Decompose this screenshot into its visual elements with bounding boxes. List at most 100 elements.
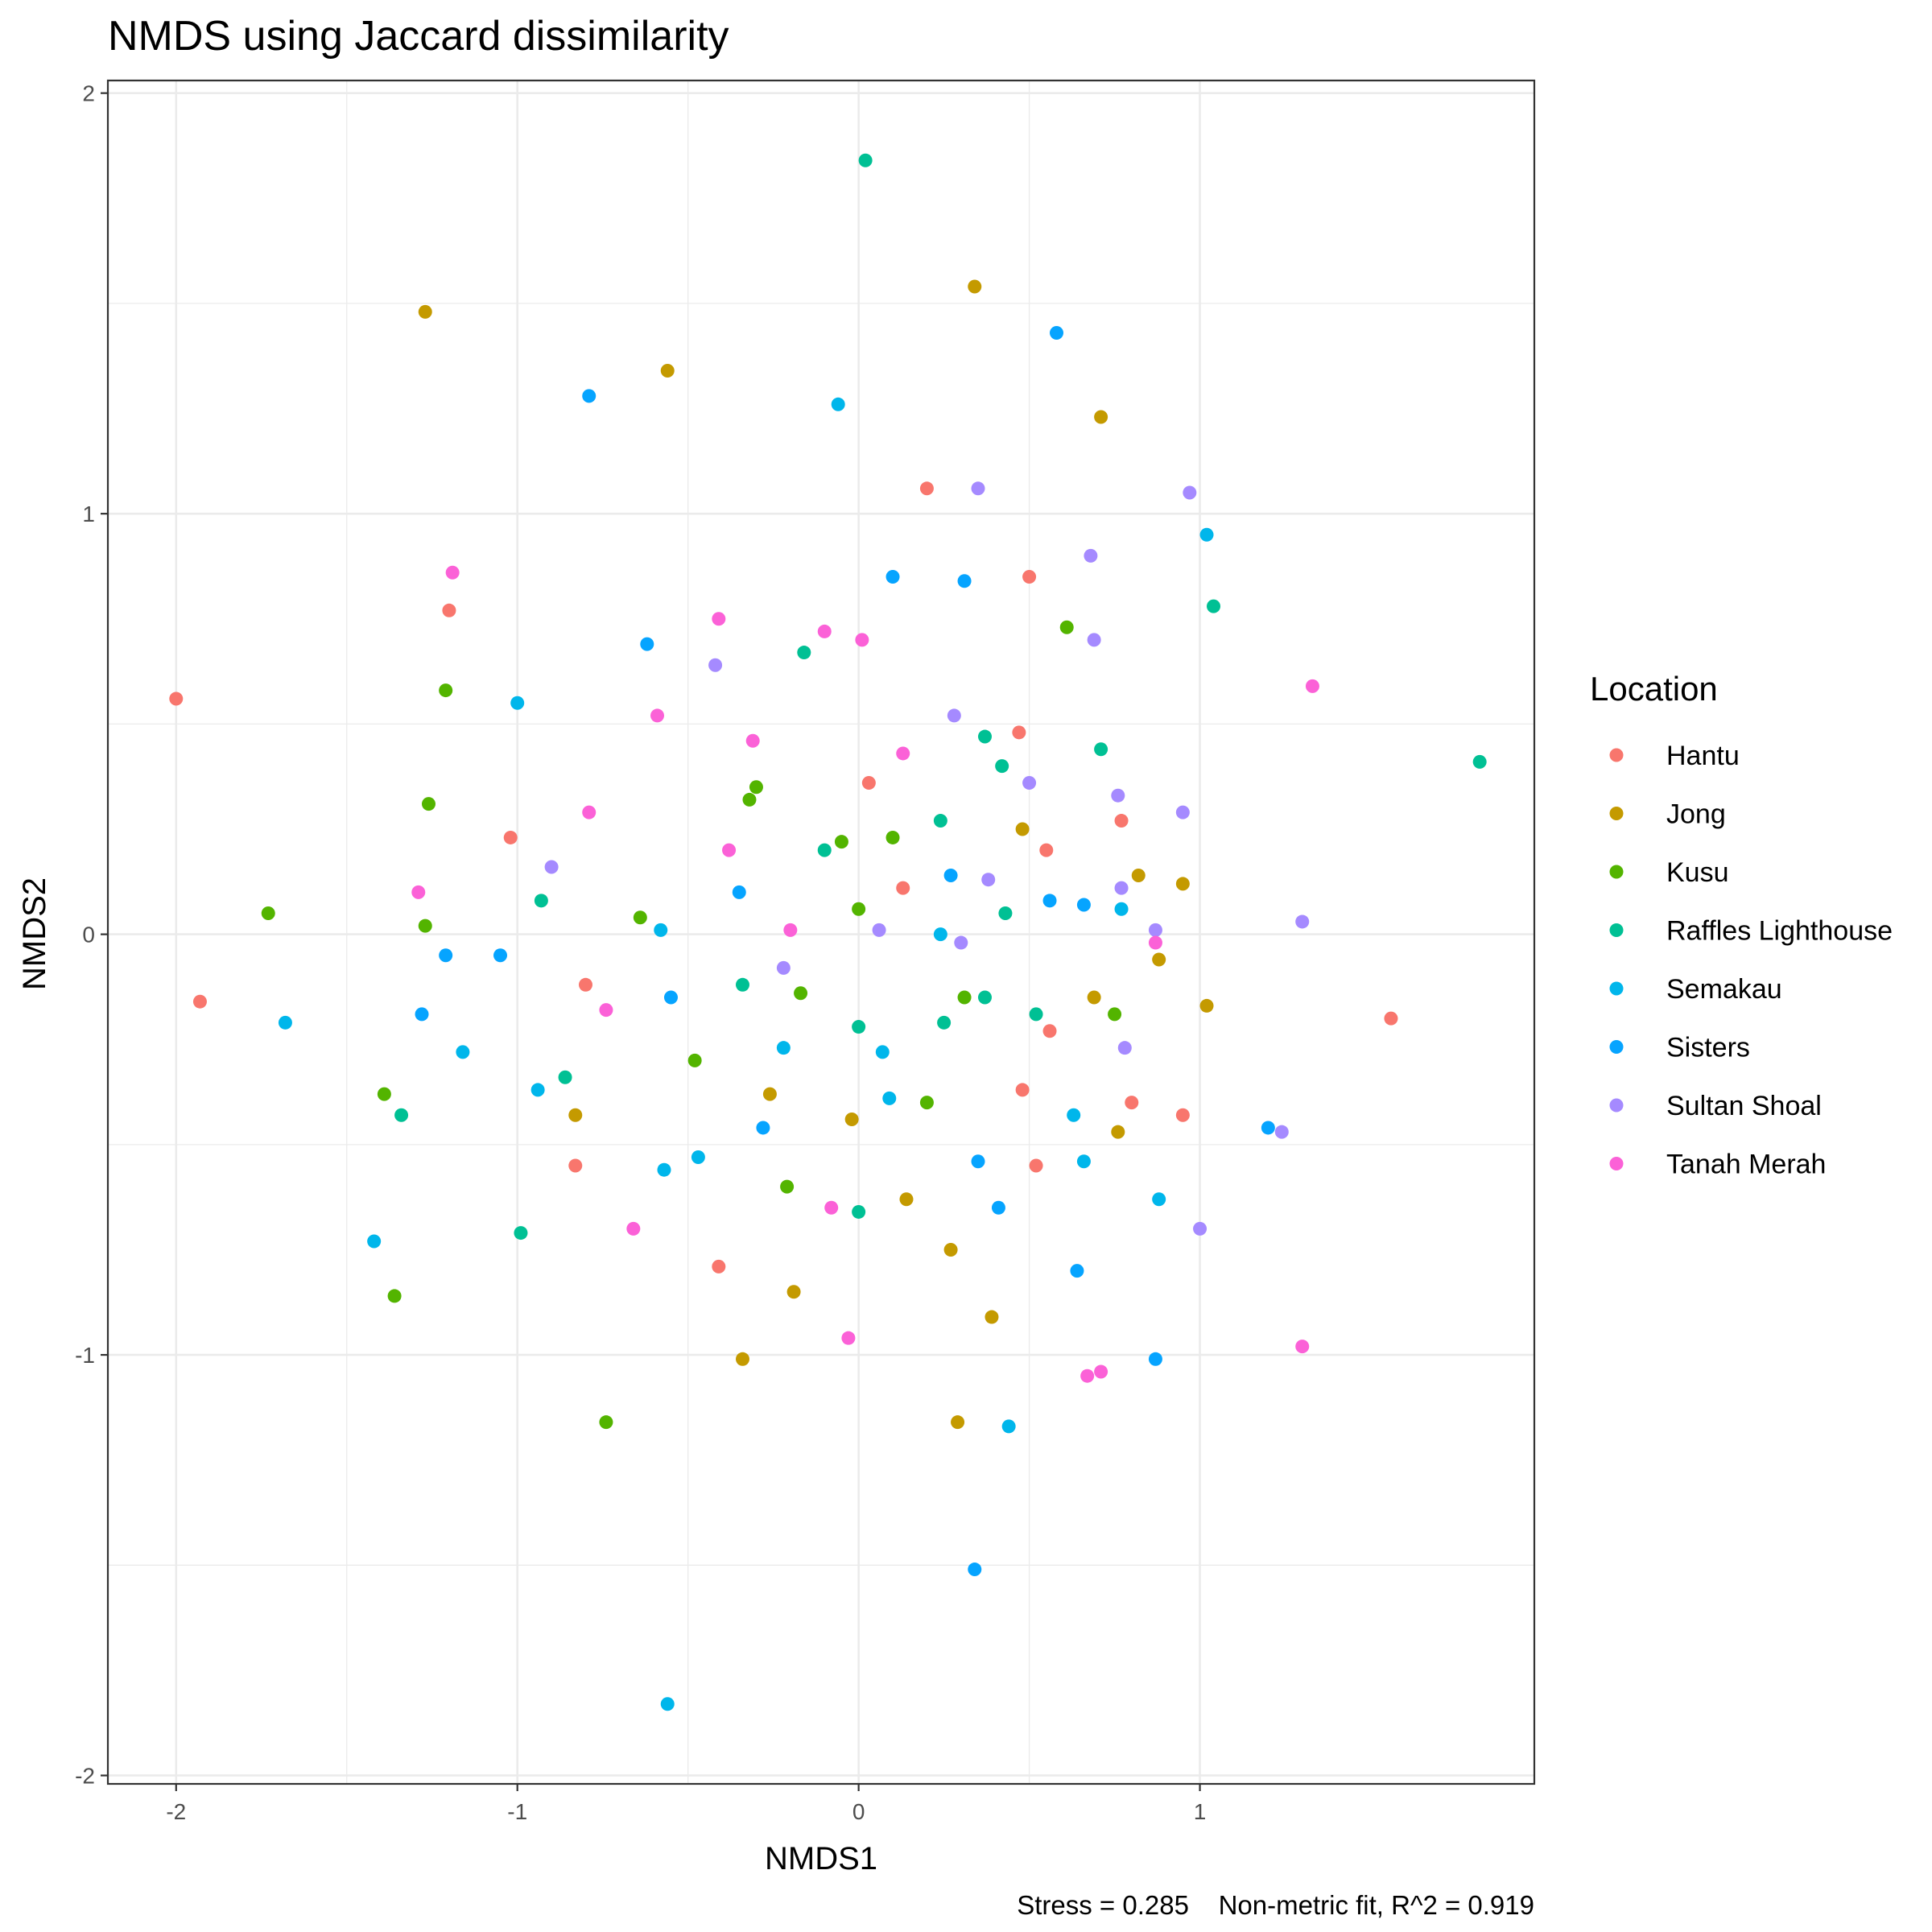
point-sisters (971, 1154, 985, 1169)
point-tanah-merah (722, 843, 737, 857)
point-sultan-shoal (981, 873, 996, 887)
legend: Location Hantu Jong Kusu Raffles Lighthouse… (1590, 670, 1893, 1180)
plot-panel (108, 80, 1534, 1784)
y-tick-label: 1 (82, 502, 95, 526)
legend-key-semakau (1609, 981, 1624, 996)
point-sultan-shoal (947, 708, 961, 723)
point-jong (1175, 877, 1190, 891)
point-semakau (456, 1045, 470, 1059)
point-hantu (1022, 570, 1037, 584)
point-tanah-merah (599, 1003, 613, 1018)
legend-key-kusu (1609, 865, 1624, 879)
point-jong (1015, 822, 1030, 836)
point-sultan-shoal (1117, 1041, 1132, 1055)
point-kusu (633, 910, 647, 925)
legend-label-kusu: Kusu (1666, 857, 1729, 888)
point-sisters (1076, 898, 1091, 912)
point-kusu (261, 906, 275, 920)
point-sisters (1261, 1121, 1275, 1135)
major-gridlines (108, 80, 1534, 1784)
point-sultan-shoal (1022, 776, 1037, 791)
point-sisters (732, 885, 746, 899)
point-tanah-merah (745, 733, 760, 748)
x-tick-label: -1 (507, 1799, 527, 1824)
point-tanah-merah (411, 885, 426, 899)
stats-caption: Stress = 0.285 Non-metric fit, R^2 = 0.9… (1017, 1890, 1534, 1920)
point-semakau (657, 1162, 671, 1177)
point-semakau (875, 1045, 890, 1059)
point-raffles-lighthouse (558, 1070, 572, 1084)
point-jong (1111, 1125, 1125, 1139)
point-sultan-shoal (1295, 914, 1310, 929)
point-sisters (968, 1563, 982, 1577)
point-tanah-merah (855, 633, 869, 647)
point-hantu (169, 691, 184, 706)
point-raffles-lighthouse (998, 906, 1013, 920)
point-semakau (530, 1083, 545, 1097)
point-kusu (418, 919, 432, 933)
point-semakau (1076, 1154, 1091, 1169)
point-raffles-lighthouse (1029, 1007, 1043, 1022)
point-sisters (415, 1007, 429, 1022)
point-semakau (1152, 1192, 1166, 1207)
point-kusu (742, 792, 757, 807)
y-tick-label: 2 (82, 81, 95, 106)
point-hantu (1114, 814, 1129, 828)
point-tanah-merah (1305, 679, 1319, 693)
point-jong (1131, 868, 1146, 882)
point-jong (660, 364, 675, 378)
legend-label-raffles-lighthouse: Raffles Lighthouse (1666, 916, 1893, 947)
point-semakau (654, 923, 668, 937)
point-sisters (756, 1121, 770, 1135)
x-axis: -2 -1 0 1 (166, 1784, 1206, 1824)
point-jong (985, 1310, 999, 1324)
legend-label-jong: Jong (1666, 799, 1726, 830)
point-hantu (712, 1259, 726, 1274)
legend-label-sisters: Sisters (1666, 1033, 1750, 1063)
point-sisters (957, 574, 972, 588)
point-hantu (442, 603, 456, 617)
legend-label-semakau: Semakau (1666, 974, 1782, 1005)
point-sultan-shoal (1087, 633, 1101, 647)
legend-title: Location (1590, 670, 1718, 708)
point-tanah-merah (626, 1221, 641, 1236)
point-jong (1094, 410, 1108, 424)
point-jong (786, 1285, 801, 1299)
point-sisters (991, 1200, 1005, 1215)
point-sisters (493, 948, 508, 963)
point-raffles-lighthouse (514, 1226, 528, 1241)
point-tanah-merah (824, 1200, 839, 1215)
chart-title: NMDS using Jaccard dissimilarity (108, 13, 729, 60)
point-sultan-shoal (708, 658, 723, 672)
point-raffles-lighthouse (1094, 742, 1108, 757)
point-sultan-shoal (872, 923, 886, 937)
point-hantu (919, 481, 934, 496)
point-raffles-lighthouse (817, 843, 832, 857)
point-semakau (831, 397, 845, 411)
point-raffles-lighthouse (735, 977, 749, 992)
point-tanah-merah (1148, 935, 1162, 950)
point-sisters (943, 868, 958, 882)
point-tanah-merah (896, 746, 910, 761)
point-raffles-lighthouse (852, 1204, 866, 1219)
point-kusu (957, 990, 972, 1005)
point-semakau (1067, 1108, 1081, 1122)
point-kusu (780, 1179, 795, 1194)
point-hantu (1384, 1011, 1398, 1026)
point-semakau (776, 1041, 791, 1055)
point-kusu (439, 683, 453, 698)
point-semakau (1001, 1419, 1016, 1434)
point-sisters (1042, 894, 1057, 908)
x-tick-label: -2 (166, 1799, 186, 1824)
minor-gridlines (108, 80, 1534, 1784)
legend-key-raffles-lighthouse (1609, 923, 1624, 937)
point-jong (735, 1352, 749, 1366)
point-sultan-shoal (1084, 548, 1098, 563)
point-sisters (439, 948, 453, 963)
point-kusu (377, 1087, 391, 1101)
point-hantu (861, 776, 876, 791)
point-jong (762, 1087, 777, 1101)
point-raffles-lighthouse (933, 814, 947, 828)
point-kusu (919, 1096, 934, 1110)
